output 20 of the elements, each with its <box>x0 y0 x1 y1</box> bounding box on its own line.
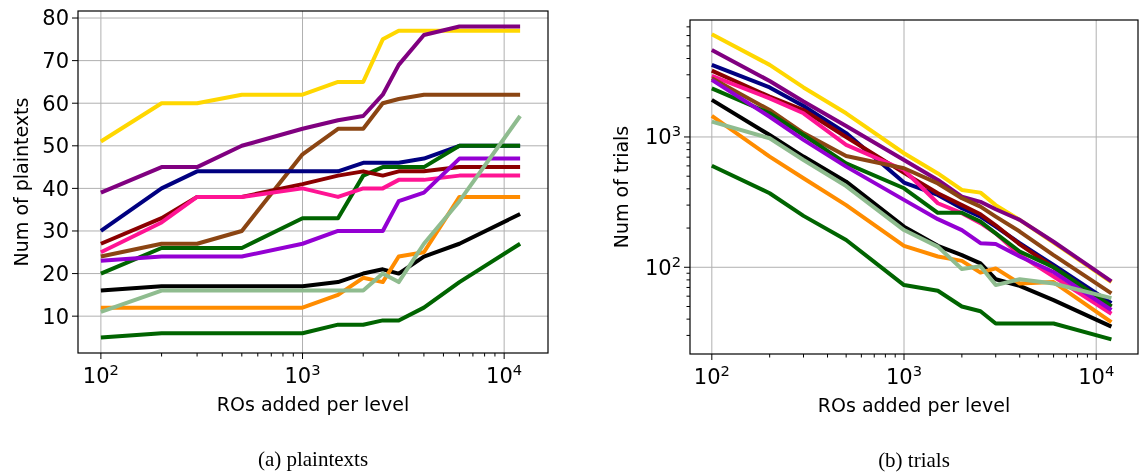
x-axis-title: ROs added per level <box>216 393 410 415</box>
y-tick-label: 50 <box>42 134 69 159</box>
y-tick-label: 70 <box>42 48 69 73</box>
y-tick-label: 80 <box>42 6 69 31</box>
y-tick-label: 20 <box>42 261 69 286</box>
x-tick-label: 10$^{4}$ <box>486 360 523 388</box>
y-axis-title: Num of trials <box>610 125 632 249</box>
y-tick-label: 30 <box>42 219 69 244</box>
x-tick-label: 10$^{2}$ <box>82 360 119 388</box>
y-tick-label: 60 <box>42 91 69 116</box>
y-tick-label: 10 <box>42 304 69 329</box>
x-tick-label: 10$^{3}$ <box>885 361 923 389</box>
x-tick-label: 10$^{3}$ <box>284 360 321 388</box>
x-tick-label: 10$^{4}$ <box>1078 361 1115 389</box>
y-tick-label: 40 <box>42 176 69 201</box>
x-tick-label: 10$^{2}$ <box>693 361 730 389</box>
x-axis-title: ROs added per level <box>817 394 1011 416</box>
y-axis-title: Num of plaintexts <box>10 97 32 267</box>
text: (b) trials <box>878 448 950 472</box>
text: (a) plaintexts <box>257 447 369 471</box>
